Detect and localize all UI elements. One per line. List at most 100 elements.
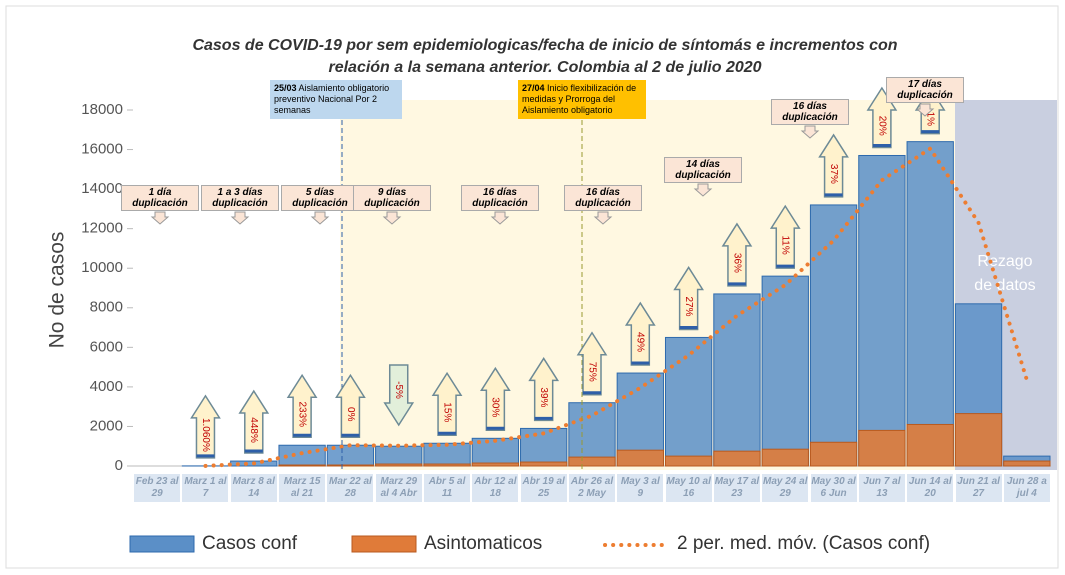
x-tick-label: Abr 26 al 2 May	[569, 474, 615, 502]
doubling-days: 1 a 3 días	[217, 187, 263, 198]
increment-arrow	[190, 394, 221, 459]
y-tick-label: 12000	[81, 220, 123, 237]
doubling-box: 16 días duplicación	[771, 99, 849, 125]
increment-arrow	[624, 301, 656, 366]
increment-arrow	[480, 366, 511, 432]
increment-label: 233%	[296, 401, 307, 427]
doubling-label: duplicación	[364, 198, 420, 209]
doubling-box: 9 días duplicación	[353, 185, 431, 211]
x-tick-label: Jun 7 al 13	[858, 474, 905, 502]
asymptomatic-bar	[809, 441, 858, 467]
lag-note-line: Rezago	[977, 253, 1032, 270]
lag-note: Rezago de datos	[974, 253, 1035, 294]
asymptomatic-bar	[520, 461, 568, 467]
x-tick-label: Mar 22 al 28	[327, 474, 374, 502]
doubling-box: 1 día duplicación	[121, 185, 199, 211]
legend-swatch	[351, 535, 417, 553]
asymptomatic-bar	[1003, 460, 1051, 467]
increment-label: -5%	[393, 381, 404, 399]
chart-title: Casos de COVID-19 por sem epidemiologica…	[192, 37, 897, 54]
arrow-shape	[238, 389, 270, 454]
legend-swatch	[129, 535, 195, 553]
x-tick-label: May 10 al 16	[665, 474, 712, 502]
increment-arrow	[431, 371, 463, 437]
confirmed-bar	[568, 402, 616, 467]
y-tick-label: 8000	[90, 299, 123, 316]
asymptomatic-bar	[858, 429, 906, 467]
increment-label: 49%	[635, 332, 646, 352]
increment-arrow	[383, 364, 415, 427]
confirmed-bar	[761, 275, 809, 467]
asymptomatic-bar	[616, 449, 664, 467]
legend-label: 2 per. med. móv. (Casos conf)	[677, 533, 931, 554]
chart-subtitle: relación a la semana anterior. Colombia …	[328, 59, 761, 76]
increment-label: 448%	[248, 417, 259, 443]
increment-label: 1.060%	[200, 418, 211, 452]
x-tick-label: Marz 29 al 4 Abr	[375, 474, 422, 502]
increment-arrow	[238, 389, 270, 454]
doubling-box: 16 días duplicación	[461, 185, 539, 211]
arrow-shape	[286, 373, 318, 438]
y-axis-label: No de casos	[46, 232, 69, 349]
arrow-shape	[335, 373, 366, 438]
doubling-box: 5 días duplicación	[281, 185, 359, 211]
doubling-days: 5 días	[305, 187, 335, 198]
arrow-shape	[721, 222, 753, 287]
doubling-label: duplicación	[575, 198, 631, 209]
increment-arrow	[721, 222, 753, 287]
y-tick-label: 2000	[90, 417, 123, 434]
doubling-days: 16 días	[483, 187, 517, 198]
x-tick-label: Marz 15 al 21	[279, 474, 326, 502]
asymptomatic-bar	[906, 423, 954, 467]
x-tick-label: Marz 8 al 14	[230, 474, 277, 502]
doubling-arrow	[230, 211, 250, 225]
arrow-shape	[431, 371, 463, 437]
frame	[5, 5, 1059, 569]
doubling-days: 14 días	[686, 159, 720, 170]
increment-arrow	[335, 373, 366, 438]
doubling-arrow	[693, 183, 713, 197]
doubling-arrow	[490, 211, 510, 225]
x-tick-label: Feb 23 al 29	[134, 474, 181, 502]
y-tick-label: 16000	[81, 141, 123, 158]
increment-label: 36%	[731, 253, 742, 273]
increment-label: 30%	[490, 397, 501, 417]
increment-arrow	[528, 357, 560, 422]
asymptomatic-bar	[568, 456, 616, 467]
doubling-label: duplicación	[897, 90, 953, 101]
doubling-label: duplicación	[132, 198, 188, 209]
doubling-label: duplicación	[782, 112, 838, 123]
asymptomatic-bar	[713, 450, 761, 467]
asymptomatic-bar	[326, 464, 375, 467]
x-tick-label: Jun 28 a jul 4	[1003, 474, 1050, 502]
y-tick-label: 14000	[81, 180, 123, 197]
arrow-shape	[673, 266, 704, 331]
event-box: 25/03 Aislamiento obligatorio preventivo…	[270, 80, 402, 119]
event-date: 27/04	[522, 83, 545, 93]
legend-label: Casos conf	[202, 533, 298, 554]
increment-arrow	[286, 373, 318, 438]
increment-label: 15%	[441, 402, 452, 422]
increment-label: 37%	[828, 164, 839, 184]
event-text: Inicio flexibilización de medidas y Pror…	[522, 83, 637, 115]
arrow-shape	[769, 204, 801, 269]
increment-label: 75%	[586, 362, 597, 382]
doubling-days: 16 días	[586, 187, 620, 198]
asymptomatic-bar	[664, 455, 713, 467]
y-tick-label: 0	[115, 457, 123, 474]
x-tick-label: Abr 19 al 25	[520, 474, 567, 502]
doubling-arrow	[310, 211, 330, 225]
doubling-box: 14 días duplicación	[664, 157, 742, 183]
increment-arrow	[673, 266, 704, 331]
doubling-label: duplicación	[212, 198, 268, 209]
doubling-arrow	[915, 103, 935, 117]
doubling-arrow	[150, 211, 170, 225]
increment-label: 11%	[780, 235, 791, 254]
event-date: 25/03	[274, 83, 297, 93]
x-tick-label: Jun 14 al 20	[907, 474, 954, 502]
increment-label: 39%	[538, 387, 549, 407]
doubling-box: 16 días duplicación	[564, 185, 642, 211]
doubling-days: 17 días	[908, 79, 942, 90]
